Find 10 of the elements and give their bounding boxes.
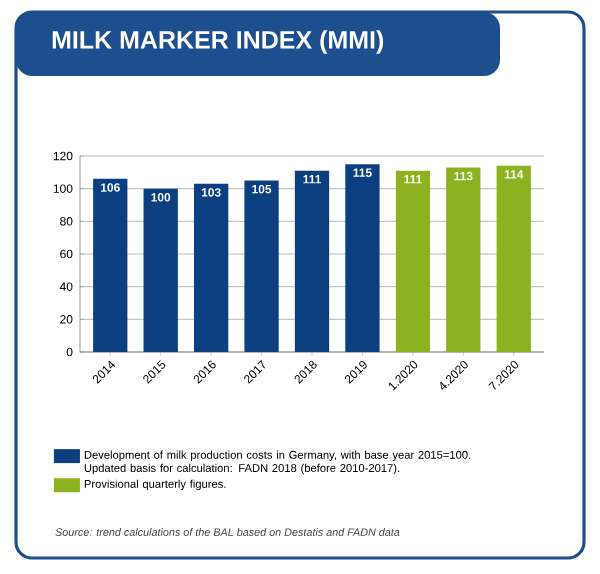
bar [143, 188, 178, 352]
chart-title: MILK MARKER INDEX (MMI) [52, 30, 384, 54]
bar [93, 178, 128, 352]
bar [496, 165, 531, 352]
bar [395, 170, 431, 352]
bar [294, 170, 330, 352]
bar [244, 180, 279, 352]
bar [345, 164, 380, 352]
bar [446, 167, 481, 352]
bar [193, 183, 229, 352]
